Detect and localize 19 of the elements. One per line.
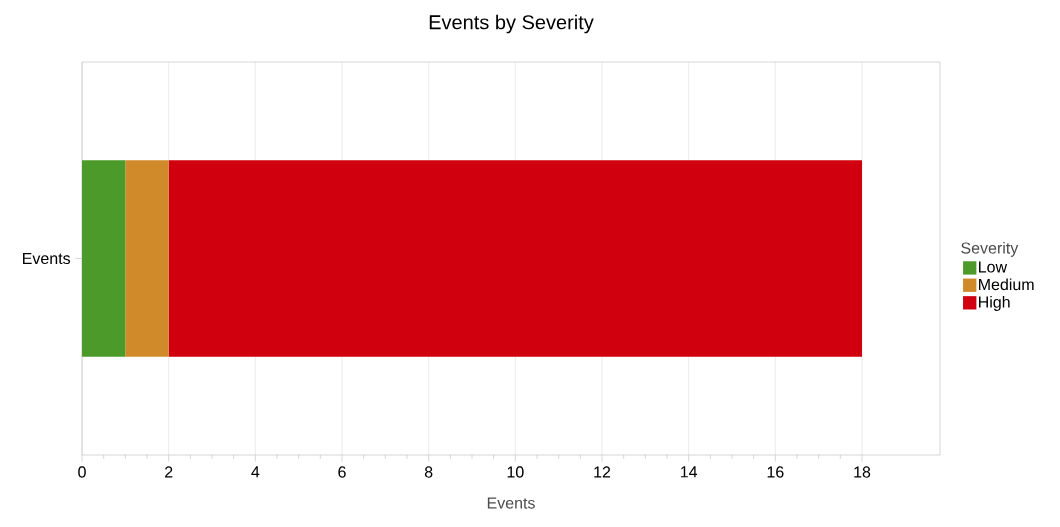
x-tick-label: 0 bbox=[78, 466, 86, 478]
x-tick-label: 8 bbox=[424, 466, 433, 478]
x-tick-label: 2 bbox=[165, 466, 173, 478]
x-tick-label: 12 bbox=[594, 466, 611, 478]
x-tick-label: 18 bbox=[854, 466, 871, 478]
bar bbox=[168, 160, 863, 357]
x-tick-label: 4 bbox=[251, 466, 260, 478]
x-tick-label: 16 bbox=[767, 466, 784, 478]
x-tick-label: 6 bbox=[338, 466, 346, 478]
x-tick-label: 14 bbox=[680, 466, 698, 478]
chart-title: Events by Severity bbox=[429, 14, 594, 34]
bar bbox=[82, 160, 126, 357]
legend-label: Low bbox=[979, 261, 1008, 273]
legend-label: Medium bbox=[979, 278, 1034, 291]
legend-label: High bbox=[979, 296, 1010, 311]
x-tick-label: 10 bbox=[507, 466, 524, 478]
x-axis-title: Events bbox=[487, 497, 535, 509]
bar bbox=[125, 160, 169, 357]
legend-title: Severity bbox=[961, 241, 1019, 257]
